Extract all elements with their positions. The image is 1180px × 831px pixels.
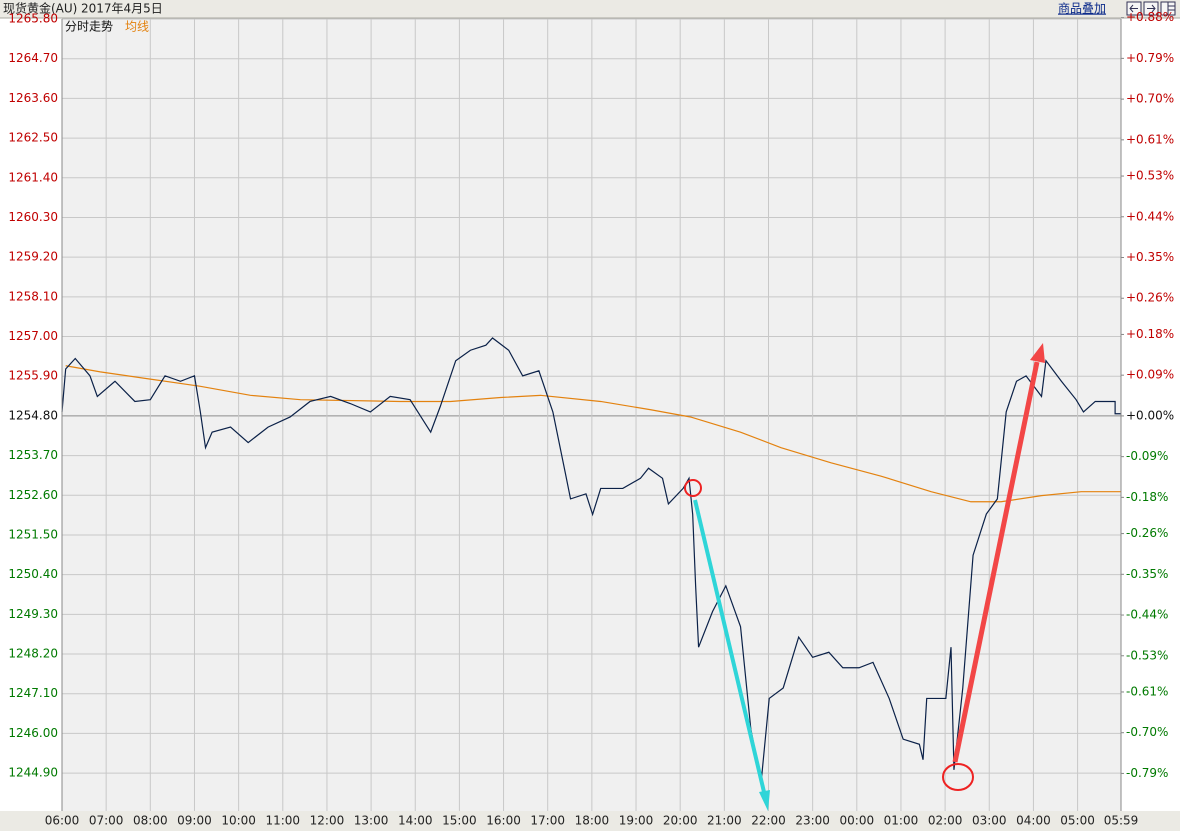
annotations [684, 343, 1045, 811]
x-tick-label: 18:00 [575, 814, 610, 828]
series-line [61, 337, 1121, 783]
chart-title: 现货黄金(AU) [3, 1, 77, 16]
y2-tick-label: -0.35% [1126, 567, 1168, 581]
y-tick-label: 1251.50 [8, 527, 58, 541]
y2-tick-label: +0.70% [1126, 92, 1174, 106]
y2-tick-label: +0.35% [1126, 250, 1174, 264]
x-tick-label: 10:00 [221, 814, 256, 828]
x-tick-label: 23:00 [795, 814, 830, 828]
icon-right-glyph [1147, 4, 1156, 13]
y2-tick-label: +0.00% [1126, 408, 1174, 422]
up-arrowhead [1030, 343, 1045, 363]
x-tick-label: 06:00 [45, 814, 80, 828]
y-tick-label: 1259.20 [8, 250, 58, 264]
x-tick-label: 12:00 [310, 814, 345, 828]
y-tick-label: 1260.30 [8, 210, 58, 224]
x-tick-label: 16:00 [486, 814, 521, 828]
y-tick-label: 1255.90 [8, 369, 58, 383]
legend-entry: 均线 [125, 20, 149, 34]
x-tick-label: 19:00 [619, 814, 654, 828]
up-arrow [952, 361, 1040, 763]
x-tick-label: 02:00 [928, 814, 963, 828]
y2-tick-label: -0.70% [1126, 725, 1168, 739]
y-tick-label: 1261.40 [8, 170, 58, 184]
toolbar-icons[interactable] [1126, 1, 1176, 16]
y2-tick-label: +0.53% [1126, 169, 1174, 183]
y-tick-label: 1249.30 [8, 607, 58, 621]
x-tick-label: 03:00 [972, 814, 1007, 828]
y2-tick-label: +0.88% [1126, 10, 1174, 24]
x-tick-label: 07:00 [89, 814, 124, 828]
y-tick-label: 1250.40 [8, 567, 58, 581]
y2-tick-label: +0.79% [1126, 51, 1174, 65]
y-tick-label: 1257.00 [8, 329, 58, 343]
y-tick-label: 1258.10 [8, 289, 58, 303]
x-tick-label: 13:00 [354, 814, 389, 828]
y-tick-label: 1264.70 [8, 51, 58, 65]
x-axis-bar [0, 811, 1180, 831]
y2-tick-label: -0.79% [1126, 766, 1168, 780]
grid [61, 18, 1122, 811]
y-tick-label: 1244.90 [8, 766, 58, 780]
chart-subtitle: 2017年4月5日 [81, 2, 163, 16]
down-arrow [693, 499, 766, 793]
y2-tick-label: -0.18% [1126, 490, 1168, 504]
y-tick-label: 1248.20 [8, 647, 58, 661]
y2-tick-label: +0.18% [1126, 327, 1174, 341]
x-tick-label: 05:59 [1104, 814, 1139, 828]
y2-tick-label: -0.09% [1126, 449, 1168, 463]
y2-tick-label: +0.61% [1126, 132, 1174, 146]
x-tick-label: 20:00 [663, 814, 698, 828]
x-tick-label: 05:00 [1060, 814, 1095, 828]
x-tick-label: 01:00 [884, 814, 919, 828]
y2-tick-label: +0.44% [1126, 209, 1174, 223]
x-tick-label: 08:00 [133, 814, 168, 828]
x-tick-label: 17:00 [530, 814, 565, 828]
y-tick-label: 1254.80 [8, 408, 58, 422]
y2-tick-label: +0.09% [1126, 368, 1174, 382]
y2-tick-label: -0.44% [1126, 608, 1168, 622]
y-tick-label: 1262.50 [8, 131, 58, 145]
y2-tick-label: -0.26% [1126, 526, 1168, 540]
x-tick-label: 15:00 [442, 814, 477, 828]
y-tick-label: 1247.10 [8, 686, 58, 700]
marker-circle [942, 763, 974, 791]
x-tick-label: 14:00 [398, 814, 433, 828]
legend-entry: 分时走势 [65, 20, 113, 34]
x-tick-label: 00:00 [840, 814, 875, 828]
x-tick-label: 21:00 [707, 814, 742, 828]
series-line [65, 365, 1121, 503]
x-tick-label: 04:00 [1016, 814, 1051, 828]
y2-tick-label: -0.53% [1126, 648, 1168, 662]
y-tick-label: 1252.60 [8, 488, 58, 502]
labels: 1265.80 1264.70 1263.60 1262.50 1261.40 1260.… [8, 10, 1174, 827]
icon-panel-glyph [1167, 2, 1175, 15]
header-bar [0, 0, 1180, 18]
x-tick-label: 11:00 [265, 814, 300, 828]
marker-circle [684, 479, 702, 497]
x-tick-label: 22:00 [751, 814, 786, 828]
x-tick-label: 09:00 [177, 814, 212, 828]
legend: 分时走势 均线 [65, 20, 149, 34]
lines [61, 337, 1121, 783]
y-tick-label: 1263.60 [8, 91, 58, 105]
icon-left-glyph [1129, 4, 1138, 13]
overlay-link[interactable]: 商品叠加 [1058, 1, 1106, 16]
y-tick-label: 1253.70 [8, 448, 58, 462]
down-arrowhead [759, 790, 770, 811]
y-tick-label: 1265.80 [8, 12, 58, 26]
y-tick-label: 1246.00 [8, 726, 58, 740]
y2-tick-label: -0.61% [1126, 684, 1168, 698]
y2-tick-label: +0.26% [1126, 291, 1174, 305]
